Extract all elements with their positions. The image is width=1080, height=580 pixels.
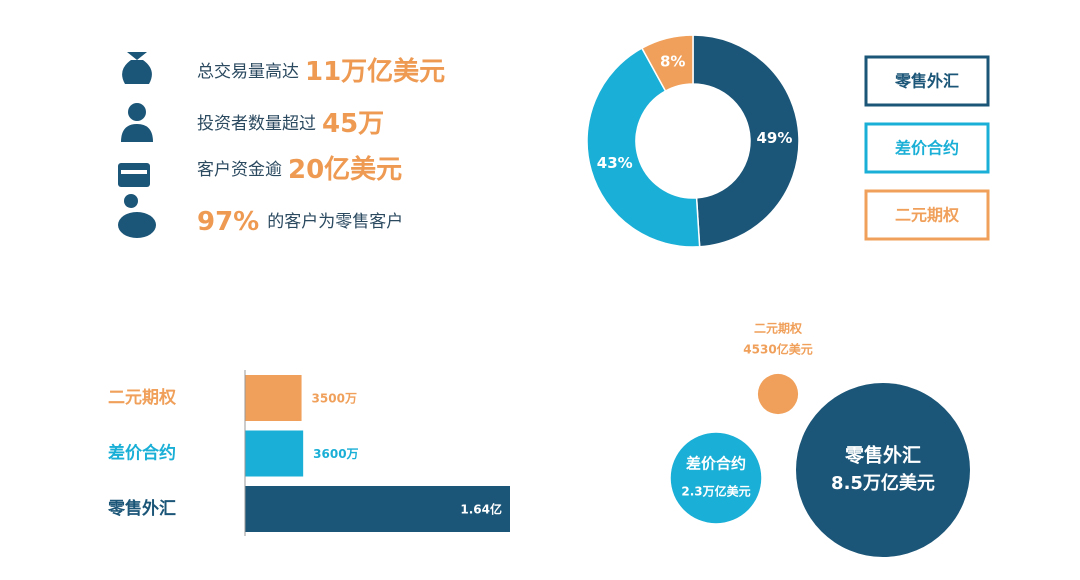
legend-box (864, 55, 990, 107)
slice-label: 49% (757, 129, 793, 147)
legend-label: 二元期权 (895, 206, 960, 225)
bar (245, 430, 304, 477)
card-icon (118, 163, 150, 187)
bar-value: 1.64亿 (460, 502, 502, 517)
donut-slice (692, 34, 800, 248)
stat-text: 总交易量高达 (197, 62, 299, 82)
coin-icon (124, 194, 138, 208)
legend-label: 零售外汇 (894, 72, 959, 91)
bubble-name: 二元期权 (754, 320, 803, 335)
slice-label: 43% (597, 154, 633, 172)
bar-category: 差价合约 (108, 443, 176, 464)
legend-label: 差价合约 (895, 139, 959, 158)
bar (245, 375, 302, 421)
bar-value: 3600万 (313, 447, 358, 461)
stat-highlight: 45万 (322, 109, 384, 139)
legend-box (864, 122, 990, 174)
card-stripe (121, 170, 147, 174)
bubble-name: 差价合约 (686, 455, 746, 473)
stat-highlight: 11万亿美元 (305, 56, 445, 87)
legend-box (864, 189, 990, 241)
stat-text: 客户资金逾 (197, 160, 282, 180)
bar (245, 486, 510, 532)
stat-highlight: 97% (197, 207, 259, 237)
bubble-value: 4530亿美元 (743, 341, 812, 356)
stat-line: 客户资金逾 20亿美元 (197, 154, 402, 185)
bubble-value: 8.5万亿美元 (831, 472, 935, 494)
bubble (796, 383, 970, 557)
bubble (757, 373, 799, 415)
donut-slice (586, 47, 701, 248)
icons (118, 52, 156, 238)
bar-category: 二元期权 (108, 387, 177, 408)
stat-highlight: 20亿美元 (288, 154, 402, 185)
bar-value: 3500万 (312, 392, 357, 406)
investor-icon (128, 103, 146, 121)
stat-line: 总交易量高达 11万亿美元 (197, 56, 445, 87)
bubble-name: 零售外汇 (844, 444, 921, 467)
piggy-icon (118, 212, 156, 238)
slice-label: 8% (660, 53, 685, 71)
donut-slice (640, 34, 694, 93)
bubble-value: 2.3万亿美元 (681, 484, 750, 499)
stat-line: 投资者数量超过 45万 (197, 109, 384, 139)
bubble (670, 432, 762, 524)
investor-body (121, 124, 153, 142)
stat-text: 的客户为零售客户 (267, 212, 403, 232)
bar-category: 零售外汇 (107, 498, 176, 519)
stat-text: 投资者数量超过 (197, 114, 316, 134)
money-bag-icon (122, 52, 152, 84)
stat-line: 97% 的客户为零售客户 (197, 207, 403, 237)
